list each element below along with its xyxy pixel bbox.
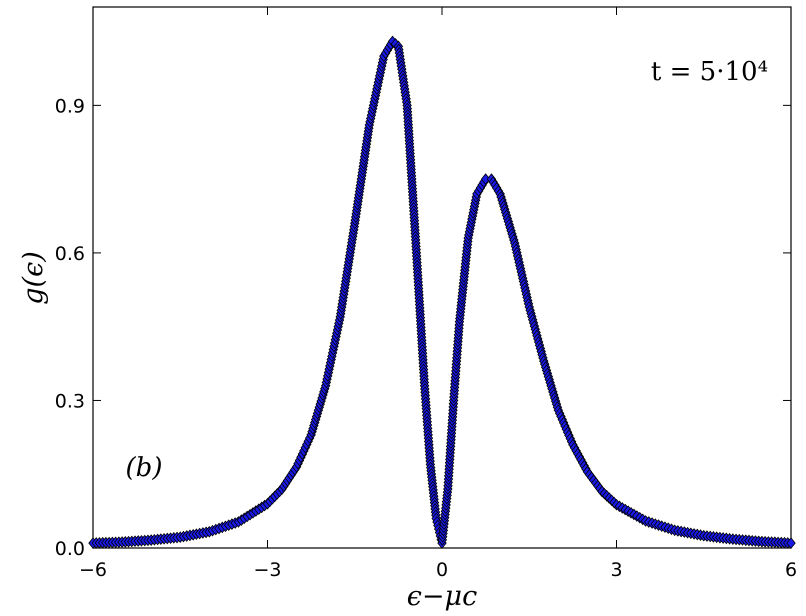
y-axis-label: g(ϵ)	[18, 251, 49, 304]
panel-label: (b)	[126, 453, 163, 483]
x-axis-label: ϵ−μc	[407, 581, 477, 612]
x-tick-label: −3	[253, 559, 281, 581]
tick-labels: −6 −3 0 3 6 0.0 0.3 0.6 0.9	[55, 95, 797, 581]
y-tick-label: 0.9	[55, 95, 85, 117]
data-point	[786, 537, 796, 549]
data-points	[88, 35, 796, 549]
x-tick-label: −6	[79, 559, 107, 581]
x-tick-label: 3	[610, 559, 622, 581]
x-tick-label: 6	[785, 559, 797, 581]
time-annotation: t = 5·10⁴	[651, 57, 768, 87]
plot-frame	[92, 6, 792, 549]
y-tick-label: 0.0	[55, 538, 85, 560]
y-tick-label: 0.6	[55, 243, 85, 265]
y-tick-label: 0.3	[55, 390, 85, 412]
ticks	[92, 7, 792, 549]
x-tick-label: 0	[436, 559, 448, 581]
